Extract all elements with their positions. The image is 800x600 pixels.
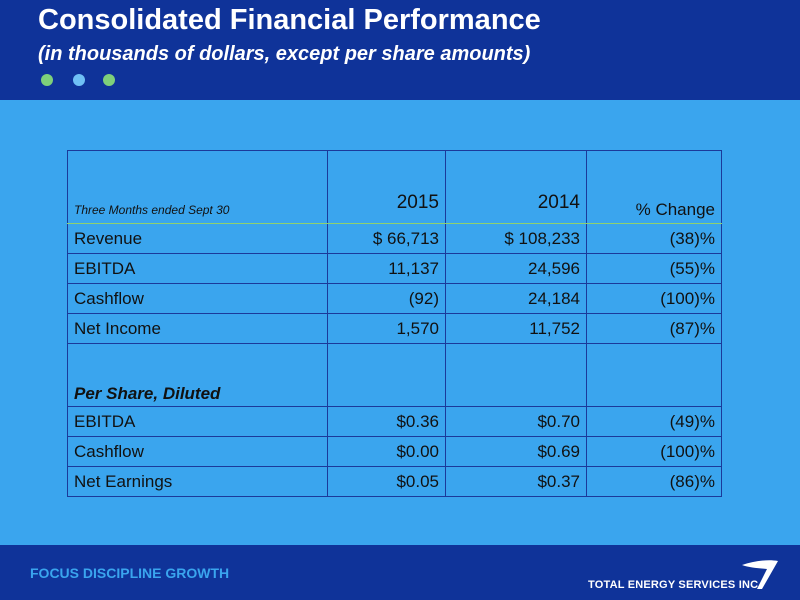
table-row: Net Income 1,570 11,752 (87)%: [67, 313, 722, 344]
company-name: TOTAL ENERGY SERVICES INC.: [588, 579, 762, 591]
row-label: EBITDA: [67, 253, 328, 284]
green-dot-icon: [41, 74, 53, 86]
section-label: Per Share, Diluted: [67, 343, 328, 407]
value-2014: $0.37: [445, 466, 587, 497]
table-row: Cashflow (92) 24,184 (100)%: [67, 283, 722, 314]
value-change: (49)%: [586, 406, 722, 437]
swoosh-logo-icon: [742, 560, 778, 589]
value-change: (87)%: [586, 313, 722, 344]
value-2014: 24,596: [445, 253, 587, 284]
col-header-2014: 2014: [445, 150, 587, 224]
value-2014: $ 108,233: [445, 223, 587, 254]
row-label: Net Income: [67, 313, 328, 344]
table-row: Cashflow $0.00 $0.69 (100)%: [67, 436, 722, 467]
row-label: Cashflow: [67, 436, 328, 467]
value-change: (100)%: [586, 283, 722, 314]
table-row: EBITDA 11,137 24,596 (55)%: [67, 253, 722, 284]
empty-cell: [445, 343, 587, 407]
row-label: EBITDA: [67, 406, 328, 437]
value-2015: $0.05: [327, 466, 446, 497]
value-2015: (92): [327, 283, 446, 314]
col-header-change: % Change: [586, 150, 722, 224]
page-title: Consolidated Financial Performance: [38, 4, 541, 36]
value-2014: $0.70: [445, 406, 587, 437]
header-banner: Consolidated Financial Performance (in t…: [0, 0, 800, 100]
blue-dot-icon: [73, 74, 85, 86]
table-row: EBITDA $0.36 $0.70 (49)%: [67, 406, 722, 437]
value-change: (100)%: [586, 436, 722, 467]
value-2014: 24,184: [445, 283, 587, 314]
empty-cell: [327, 343, 446, 407]
col-header-2015: 2015: [327, 150, 446, 224]
row-label: Revenue: [67, 223, 328, 254]
value-2015: 1,570: [327, 313, 446, 344]
empty-cell: [586, 343, 722, 407]
value-2015: $ 66,713: [327, 223, 446, 254]
row-label: Net Earnings: [67, 466, 328, 497]
value-2014: 11,752: [445, 313, 587, 344]
table-row: Net Earnings $0.05 $0.37 (86)%: [67, 466, 722, 497]
table-header-row: Three Months ended Sept 30 2015 2014 % C…: [67, 150, 722, 224]
table-row: Revenue $ 66,713 $ 108,233 (38)%: [67, 223, 722, 254]
financial-table: Three Months ended Sept 30 2015 2014 % C…: [67, 150, 722, 497]
green-dot-icon: [103, 74, 115, 86]
footer-banner: FOCUS DISCIPLINE GROWTH TOTAL ENERGY SER…: [0, 545, 800, 600]
value-2015: $0.36: [327, 406, 446, 437]
section-header-row: Per Share, Diluted: [67, 343, 722, 407]
footer-tagline: FOCUS DISCIPLINE GROWTH: [30, 565, 230, 581]
value-2014: $0.69: [445, 436, 587, 467]
value-change: (86)%: [586, 466, 722, 497]
value-change: (55)%: [586, 253, 722, 284]
value-change: (38)%: [586, 223, 722, 254]
row-label: Cashflow: [67, 283, 328, 314]
page-subtitle: (in thousands of dollars, except per sha…: [38, 43, 531, 65]
value-2015: $0.00: [327, 436, 446, 467]
value-2015: 11,137: [327, 253, 446, 284]
period-label: Three Months ended Sept 30: [67, 150, 328, 224]
